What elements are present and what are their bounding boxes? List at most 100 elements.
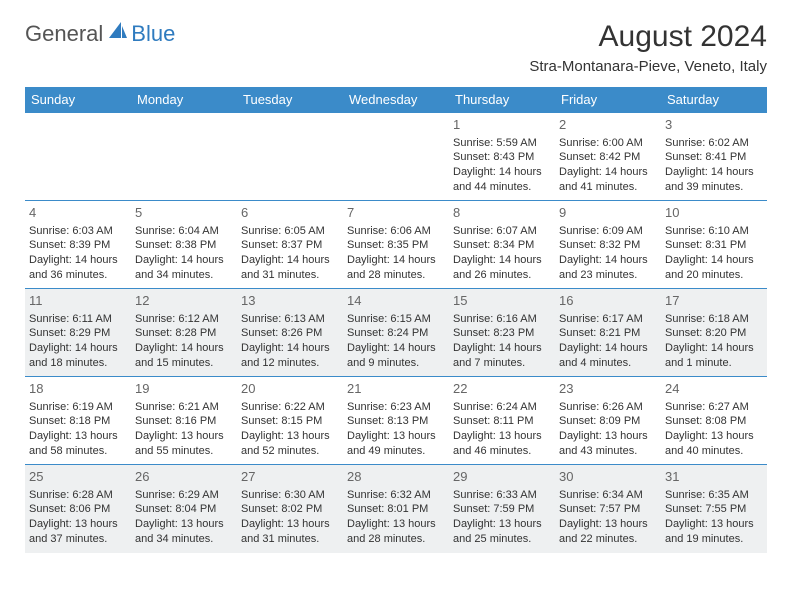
day-cell: 12Sunrise: 6:12 AMSunset: 8:28 PMDayligh…	[131, 289, 237, 377]
sunset-text: Sunset: 7:59 PM	[453, 502, 551, 517]
day-number: 21	[347, 380, 445, 398]
daylight1-text: Daylight: 14 hours	[559, 341, 657, 356]
daylight2-text: and 55 minutes.	[135, 444, 233, 459]
sunset-text: Sunset: 7:57 PM	[559, 502, 657, 517]
day-cell	[25, 113, 131, 201]
daylight1-text: Daylight: 13 hours	[135, 429, 233, 444]
day-cell: 20Sunrise: 6:22 AMSunset: 8:15 PMDayligh…	[237, 377, 343, 465]
day-number: 12	[135, 292, 233, 310]
daylight1-text: Daylight: 14 hours	[665, 165, 763, 180]
sunrise-text: Sunrise: 6:26 AM	[559, 400, 657, 415]
week-row: 25 Sunrise: 6:28 AMSunset: 8:06 PM Dayligh…	[25, 465, 767, 553]
day-cell: 5Sunrise: 6:04 AMSunset: 8:38 PMDaylight…	[131, 201, 237, 289]
daylight1-text: Daylight: 14 hours	[135, 253, 233, 268]
day-cell: 15Sunrise: 6:16 AMSunset: 8:23 PMDayligh…	[449, 289, 555, 377]
daylight2-text: and 36 minutes.	[29, 268, 127, 283]
day-header: Saturday	[661, 87, 767, 113]
daylight1-text: Daylight: 13 hours	[241, 429, 339, 444]
daylight2-text: and 4 minutes.	[559, 356, 657, 371]
sunset-text: Sunset: 8:24 PM	[347, 326, 445, 341]
day-cell: 30Sunrise: 6:34 AMSunset: 7:57 PMDayligh…	[555, 465, 661, 553]
daylight2-text: and 31 minutes.	[241, 532, 339, 547]
sunrise-text: Sunrise: 6:34 AM	[559, 488, 657, 503]
sunset-text: Sunset: 8:01 PM	[347, 502, 445, 517]
day-cell: 8Sunrise: 6:07 AMSunset: 8:34 PMDaylight…	[449, 201, 555, 289]
daylight1-text: Daylight: 14 hours	[665, 341, 763, 356]
sunset-text: Sunset: 8:06 PM	[29, 502, 127, 517]
day-cell: 9Sunrise: 6:09 AMSunset: 8:32 PMDaylight…	[555, 201, 661, 289]
daylight1-text: Daylight: 14 hours	[135, 341, 233, 356]
day-number: 26	[135, 468, 233, 486]
sunset-text: Sunset: 8:23 PM	[453, 326, 551, 341]
sunrise-text: Sunrise: 6:00 AM	[559, 136, 657, 151]
sunrise-text: Sunrise: 6:16 AM	[453, 312, 551, 327]
week-row: 11Sunrise: 6:11 AMSunset: 8:29 PMDayligh…	[25, 289, 767, 377]
day-cell: 6Sunrise: 6:05 AMSunset: 8:37 PMDaylight…	[237, 201, 343, 289]
day-number: 27	[241, 468, 339, 486]
sunset-text: Sunset: 8:34 PM	[453, 238, 551, 253]
sunset-text: Sunset: 8:16 PM	[135, 414, 233, 429]
day-number: 16	[559, 292, 657, 310]
sunset-text: Sunset: 8:43 PM	[453, 150, 551, 165]
sunrise-text: Sunrise: 6:28 AM	[29, 488, 127, 503]
sunrise-text: Sunrise: 6:19 AM	[29, 400, 127, 415]
day-header: Wednesday	[343, 87, 449, 113]
sunrise-text: Sunrise: 6:35 AM	[665, 488, 763, 503]
day-number: 29	[453, 468, 551, 486]
daylight2-text: and 40 minutes.	[665, 444, 763, 459]
day-number: 17	[665, 292, 763, 310]
daylight1-text: Daylight: 13 hours	[347, 517, 445, 532]
sunrise-text: Sunrise: 6:03 AM	[29, 224, 127, 239]
sunset-text: Sunset: 8:29 PM	[29, 326, 127, 341]
sunrise-text: Sunrise: 6:04 AM	[135, 224, 233, 239]
day-cell: 23Sunrise: 6:26 AMSunset: 8:09 PMDayligh…	[555, 377, 661, 465]
day-cell	[237, 113, 343, 201]
sunset-text: Sunset: 8:21 PM	[559, 326, 657, 341]
daylight2-text: and 31 minutes.	[241, 268, 339, 283]
logo-text-general: General	[25, 21, 103, 47]
sunrise-text: Sunrise: 6:18 AM	[665, 312, 763, 327]
daylight1-text: Daylight: 14 hours	[29, 341, 127, 356]
day-number: 9	[559, 204, 657, 222]
sunset-text: Sunset: 8:26 PM	[241, 326, 339, 341]
daylight1-text: Daylight: 14 hours	[347, 341, 445, 356]
day-header: Thursday	[449, 87, 555, 113]
daylight1-text: Daylight: 13 hours	[453, 429, 551, 444]
day-number: 25	[29, 468, 127, 486]
day-cell: 1Sunrise: 5:59 AMSunset: 8:43 PMDaylight…	[449, 113, 555, 201]
sunrise-text: Sunrise: 6:06 AM	[347, 224, 445, 239]
week-row: 4Sunrise: 6:03 AMSunset: 8:39 PMDaylight…	[25, 201, 767, 289]
day-number: 2	[559, 116, 657, 134]
sunrise-text: Sunrise: 6:05 AM	[241, 224, 339, 239]
daylight1-text: Daylight: 14 hours	[665, 253, 763, 268]
day-number: 14	[347, 292, 445, 310]
day-header: Sunday	[25, 87, 131, 113]
daylight1-text: Daylight: 14 hours	[241, 253, 339, 268]
day-cell: 21Sunrise: 6:23 AMSunset: 8:13 PMDayligh…	[343, 377, 449, 465]
sunset-text: Sunset: 8:39 PM	[29, 238, 127, 253]
day-cell: 19Sunrise: 6:21 AMSunset: 8:16 PMDayligh…	[131, 377, 237, 465]
sunrise-text: Sunrise: 6:07 AM	[453, 224, 551, 239]
sunrise-text: Sunrise: 6:12 AM	[135, 312, 233, 327]
day-number: 19	[135, 380, 233, 398]
sunrise-text: Sunrise: 6:17 AM	[559, 312, 657, 327]
daylight1-text: Daylight: 13 hours	[665, 429, 763, 444]
day-number: 10	[665, 204, 763, 222]
sunrise-text: Sunrise: 6:30 AM	[241, 488, 339, 503]
sunset-text: Sunset: 8:42 PM	[559, 150, 657, 165]
daylight2-text: and 12 minutes.	[241, 356, 339, 371]
daylight2-text: and 25 minutes.	[453, 532, 551, 547]
logo-sail-icon	[107, 20, 129, 47]
daylight2-text: and 34 minutes.	[135, 268, 233, 283]
daylight1-text: Daylight: 13 hours	[665, 517, 763, 532]
daylight2-text: and 15 minutes.	[135, 356, 233, 371]
daylight2-text: and 58 minutes.	[29, 444, 127, 459]
sunrise-text: Sunrise: 6:09 AM	[559, 224, 657, 239]
day-cell: 25Sunrise: 6:28 AMSunset: 8:06 PMDayligh…	[25, 465, 131, 553]
daylight1-text: Daylight: 14 hours	[559, 165, 657, 180]
day-cell: 14Sunrise: 6:15 AMSunset: 8:24 PMDayligh…	[343, 289, 449, 377]
sunset-text: Sunset: 8:35 PM	[347, 238, 445, 253]
day-cell: 18Sunrise: 6:19 AMSunset: 8:18 PMDayligh…	[25, 377, 131, 465]
sunrise-text: Sunrise: 6:02 AM	[665, 136, 763, 151]
day-cell: 22Sunrise: 6:24 AMSunset: 8:11 PMDayligh…	[449, 377, 555, 465]
